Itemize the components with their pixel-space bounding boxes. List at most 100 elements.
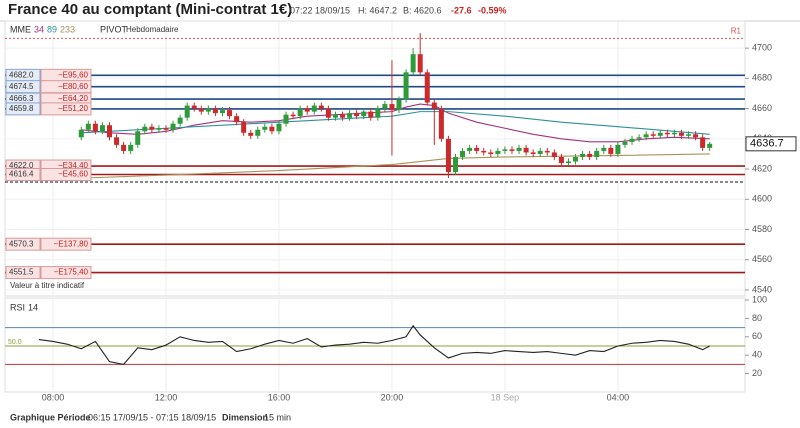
- level-distance: −E80,60: [58, 82, 89, 91]
- x-tick-label: 12:00: [155, 392, 178, 402]
- level-tag: [40, 237, 92, 251]
- candle-body: [170, 123, 176, 130]
- level-tag: [5, 167, 41, 181]
- candle-body: [424, 72, 430, 103]
- candle-body: [488, 152, 494, 154]
- level-distance: −E34,40: [58, 161, 89, 170]
- x-tick-label: 04:00: [607, 392, 630, 402]
- y-tick-label: 4680: [752, 73, 772, 83]
- candle-body: [382, 104, 388, 109]
- candle-body: [248, 132, 254, 136]
- candle-body: [615, 144, 621, 154]
- candle-body: [544, 150, 550, 153]
- level-distance: −E95,60: [58, 70, 89, 79]
- level-tag: [5, 102, 41, 116]
- candle-body: [177, 117, 183, 124]
- candle-body: [212, 108, 218, 114]
- level-label: 4570.3: [9, 239, 34, 248]
- candle-body: [431, 102, 437, 109]
- candle-body: [389, 104, 395, 111]
- candle-body: [304, 108, 310, 112]
- rsi-line: [38, 324, 710, 366]
- candle-body: [276, 123, 282, 132]
- candle-body: [318, 105, 324, 109]
- y-tick-label: 4580: [752, 224, 772, 234]
- candle-body: [135, 131, 141, 145]
- y-tick-label: 4620: [752, 163, 772, 173]
- chart-title: France 40 au comptant (Mini-contrat 1€): [8, 1, 292, 18]
- candle-body: [622, 141, 628, 145]
- pivot-label: PIVOT: [100, 24, 128, 34]
- candle-body: [608, 147, 614, 154]
- rsi-title: RSI: [10, 302, 25, 312]
- footer-period: 06:15 17/09/15 - 07:15 18/09/15: [88, 412, 216, 422]
- quote-change-pct: -0.59%: [478, 5, 507, 15]
- level-tag: [40, 266, 92, 280]
- level-distance: −E137,80: [54, 239, 89, 248]
- level-label: 4616.4: [9, 170, 34, 179]
- candle-body: [114, 137, 120, 145]
- candle-body: [636, 137, 642, 139]
- candle-body: [149, 126, 155, 130]
- rsi-frame: [4, 297, 746, 393]
- candle-body: [121, 144, 127, 151]
- candle-body: [354, 113, 360, 117]
- candle-body: [241, 122, 247, 133]
- candle-body: [347, 113, 353, 118]
- candle-body: [580, 153, 586, 157]
- y-tick-label: 60: [752, 331, 762, 341]
- rsi-period: 14: [28, 302, 38, 312]
- plot: R1: [5, 22, 749, 391]
- candle-body: [452, 156, 458, 173]
- y-tick-label: 100: [752, 294, 767, 304]
- candle-body: [594, 150, 600, 157]
- level-distance: −E175,40: [54, 268, 89, 277]
- level-label: 4666.3: [9, 94, 34, 103]
- candle-body: [255, 129, 261, 136]
- candle-body: [502, 149, 508, 151]
- candle-body: [460, 150, 466, 157]
- y-tick-label: 4540: [752, 284, 772, 294]
- candle-body: [163, 128, 169, 130]
- candle-body: [495, 150, 501, 154]
- candle-body: [219, 110, 225, 114]
- candle-body: [92, 123, 98, 132]
- candle-body: [85, 123, 91, 130]
- level-distance: −E45,60: [58, 170, 89, 179]
- candle-body: [693, 134, 699, 138]
- y-tick-label: 4700: [752, 43, 772, 53]
- candle-body: [573, 156, 579, 162]
- candle-body: [686, 134, 692, 136]
- level-label: 4659.8: [9, 104, 34, 113]
- candle-body: [361, 111, 367, 117]
- pivot-period: Hebdomadaire: [126, 25, 179, 34]
- level-label: 4622.0: [9, 161, 34, 170]
- candle-body: [269, 126, 275, 132]
- candle-body: [403, 72, 409, 100]
- candle-body: [184, 105, 190, 118]
- candle-body: [156, 128, 162, 130]
- candle-body: [142, 126, 148, 132]
- candle-body: [601, 147, 607, 151]
- candle-body: [340, 114, 346, 118]
- y-tick-label: 4560: [752, 254, 772, 264]
- candle-body: [700, 137, 706, 148]
- candle-body: [445, 138, 451, 173]
- candle-body: [558, 156, 564, 164]
- candle-body: [325, 108, 331, 118]
- candle-body: [99, 125, 105, 132]
- level-label: 4674.5: [9, 82, 34, 91]
- candle-body: [396, 99, 402, 111]
- candle-body: [481, 150, 487, 153]
- level-distance: −E64,20: [58, 94, 89, 103]
- y-tick-label: 20: [752, 368, 762, 378]
- legend-entry: 233: [60, 24, 75, 34]
- candle-body: [530, 152, 536, 154]
- level-label: 4682.0: [9, 70, 34, 79]
- candle-body: [551, 152, 557, 157]
- candle-body: [198, 108, 204, 112]
- candle-body: [678, 132, 684, 136]
- candle-body: [227, 110, 233, 117]
- x-tick-label: 16:00: [268, 392, 291, 402]
